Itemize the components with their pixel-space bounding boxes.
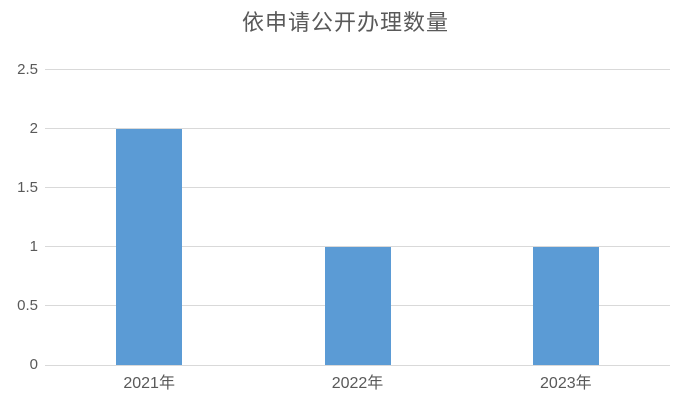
y-tick-label-2: 2: [29, 120, 38, 137]
plot-area: [45, 69, 670, 366]
gridline-y-2.5: [45, 69, 670, 70]
chart-title: 依申请公开办理数量: [241, 11, 449, 36]
bar-2023年: [532, 247, 599, 365]
y-tick-label-2.5: 2.5: [17, 61, 38, 78]
gridline-y-0: [45, 365, 670, 366]
bar-2022年: [324, 247, 391, 365]
x-tick-label-2021年: 2021年: [123, 375, 175, 392]
y-tick-label-1.5: 1.5: [17, 179, 38, 196]
y-tick-label-0: 0: [29, 356, 38, 373]
x-tick-label-2022年: 2022年: [331, 375, 384, 392]
gridline-y-1.5: [45, 187, 670, 188]
gridline-y-1: [45, 246, 670, 247]
y-tick-label-1: 1: [29, 238, 38, 255]
gridline-y-2: [45, 128, 670, 129]
bar-2021年: [116, 129, 183, 365]
x-tick-label-2023年: 2023年: [540, 375, 592, 392]
y-tick-label-0.5: 0.5: [17, 297, 38, 314]
